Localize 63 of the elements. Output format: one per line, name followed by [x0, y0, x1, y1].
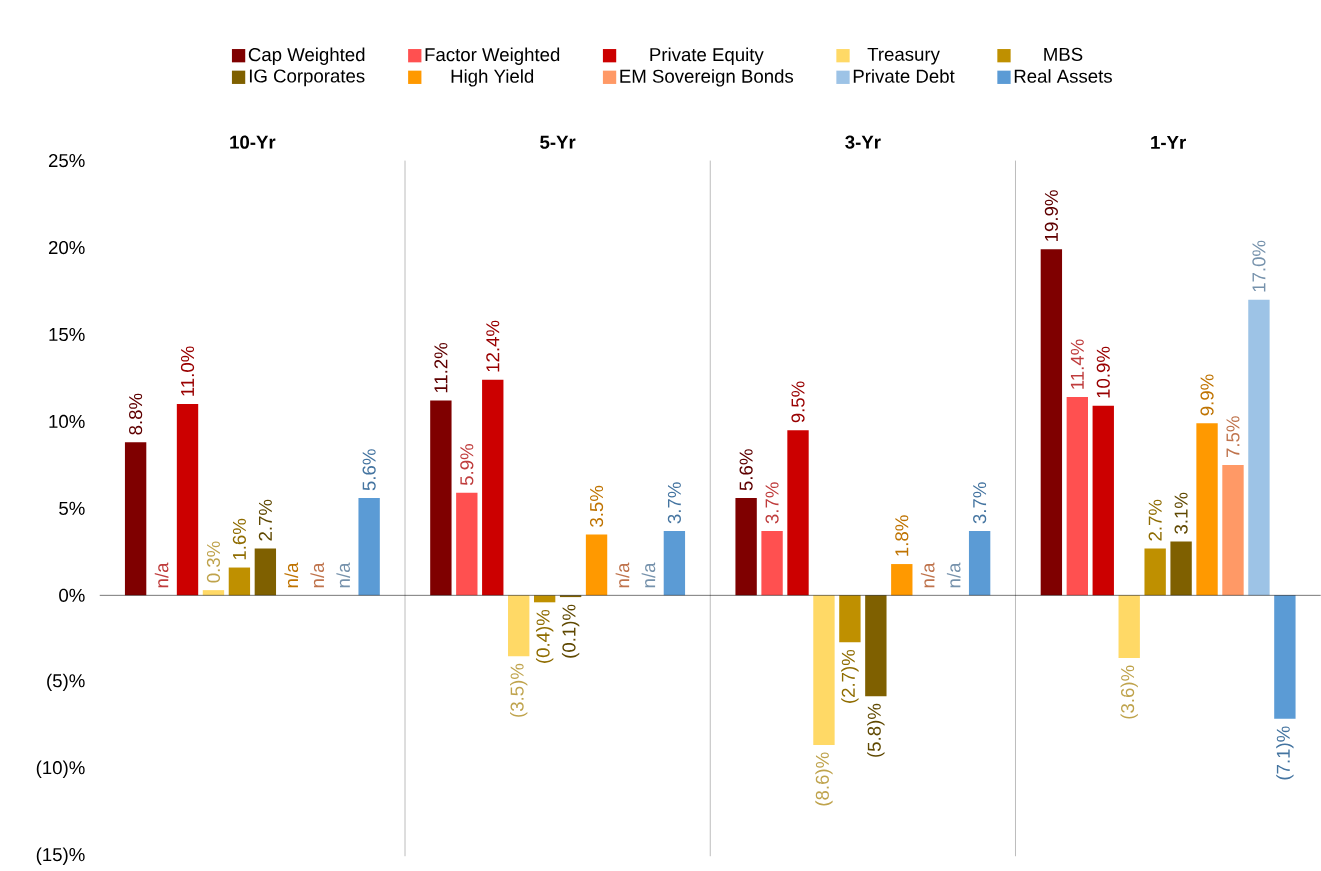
data-label: 19.9% [1044, 190, 1058, 241]
data-label: 10.9% [1096, 346, 1110, 398]
text: n/a [154, 562, 169, 588]
data-label: 2.7% [1148, 499, 1162, 541]
data-label: 5.6% [362, 449, 376, 491]
data-label: 0.3% [206, 541, 221, 583]
data-label: (8.6)% [815, 752, 833, 806]
legend-label: IG Corporates [249, 69, 365, 87]
legend-label: Treasury [867, 47, 940, 65]
data-label: (0.1)% [561, 604, 580, 658]
data-label: 1.6% [232, 518, 246, 560]
data-label: 3.7% [667, 482, 681, 524]
legend-label: Real Assets [1014, 69, 1112, 83]
x-tick-label: 3-Yr [845, 135, 881, 149]
data-label: 5.6% [739, 449, 753, 491]
data-label: 3.1% [1174, 492, 1188, 534]
data-label: 3.5% [589, 485, 604, 527]
data-label: 11.2% [434, 342, 448, 393]
data-label: (7.1)% [1276, 726, 1294, 780]
text: n/a [284, 562, 299, 588]
legend-label: EM Sovereign Bonds [620, 69, 794, 87]
text: n/a [641, 562, 656, 588]
y-tick-label: 20% [48, 240, 85, 255]
data-label: 7.5% [1226, 416, 1240, 458]
data-label: 3.7% [765, 482, 779, 524]
text: n/a [310, 562, 325, 588]
data-label: 17.0% [1252, 240, 1266, 292]
data-label: 11.4% [1070, 339, 1084, 389]
y-tick-label: 10% [49, 414, 85, 428]
data-label: 8.8% [129, 393, 143, 435]
y-tick-label: (10)% [36, 760, 85, 778]
y-tick-label: 0% [59, 588, 85, 602]
text: n/a [615, 562, 630, 588]
data-label: (0.4)% [535, 609, 554, 663]
data-label: 11.0% [180, 346, 195, 396]
x-tick-label: 5-Yr [540, 135, 576, 149]
y-tick-label: 25% [48, 153, 85, 168]
legend-label: Private Debt [853, 69, 955, 83]
y-tick-label: (15)% [36, 847, 85, 865]
y-tick-label: 15% [49, 327, 85, 342]
data-label: (2.7)% [841, 649, 859, 703]
y-tick-label: 5% [59, 501, 85, 515]
data-label: 9.9% [1200, 374, 1214, 416]
data-label: 12.4% [486, 320, 500, 372]
x-tick-label: 10-Yr [230, 135, 276, 149]
y-tick-label: (5)% [47, 673, 85, 691]
data-label: 2.7% [258, 499, 272, 541]
data-label: 1.8% [895, 515, 909, 556]
data-label: 5.9% [460, 444, 474, 486]
data-label: (3.6)% [1120, 665, 1138, 719]
text: n/a [920, 562, 935, 588]
data-label: (5.8)% [867, 703, 885, 757]
data-label: (3.5)% [510, 663, 528, 717]
legend-label: High Yield [451, 69, 534, 87]
text: n/a [336, 562, 351, 588]
legend-label: Cap Weighted [248, 47, 365, 65]
legend-label: MBS [1044, 47, 1083, 61]
data-label: 9.5% [791, 381, 805, 423]
legend-label: Private Equity [650, 47, 764, 65]
data-label: 3.7% [973, 482, 987, 524]
text: n/a [946, 562, 961, 588]
x-tick-label: 1-Yr [1151, 135, 1186, 149]
legend-label: Factor Weighted [425, 47, 560, 65]
